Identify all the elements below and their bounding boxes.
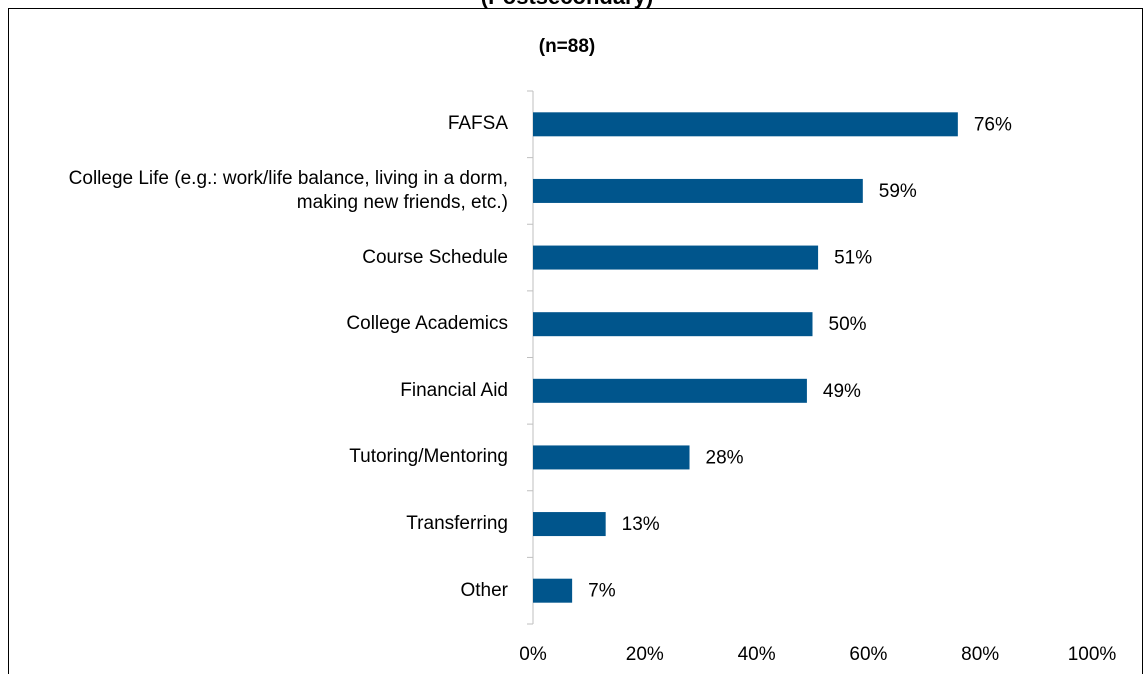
y-tick-label: College Academics: [346, 313, 508, 335]
x-tick-label: 20%: [626, 644, 664, 665]
x-tick-label: 60%: [849, 644, 887, 665]
title-backdrop: [380, 0, 760, 8]
value-label: 13%: [622, 514, 660, 535]
y-tick-label: Financial Aid: [400, 379, 508, 401]
y-tick-label: Course Schedule: [362, 246, 508, 268]
chart-title: (Postsecondary): [481, 0, 653, 9]
category-label-box: College Academics: [346, 313, 508, 335]
value-label: 59%: [879, 181, 917, 202]
bar: [533, 378, 807, 403]
value-label: 7%: [588, 581, 616, 602]
category-label-box: Course Schedule: [362, 246, 508, 268]
y-tick-label: Transferring: [406, 513, 508, 535]
value-label: 76%: [974, 114, 1012, 135]
category-label-box: College Life (e.g.: work/life balance, l…: [68, 167, 508, 213]
y-tick-label: Other: [460, 579, 508, 601]
y-tick-label: Tutoring/Mentoring: [349, 446, 508, 468]
x-tick-label: 80%: [961, 644, 999, 665]
value-label: 51%: [834, 248, 872, 269]
category-label-box: Other: [460, 579, 508, 601]
value-label: 49%: [823, 381, 861, 402]
bar: [533, 112, 958, 137]
bar: [533, 245, 819, 270]
value-label: 28%: [706, 447, 744, 468]
category-label-box: Financial Aid: [400, 379, 508, 401]
value-label: 50%: [829, 314, 867, 335]
category-label-box: FAFSA: [447, 113, 508, 135]
bar: [533, 445, 690, 470]
y-tick-label: FAFSA: [447, 113, 508, 135]
bar: [533, 578, 573, 603]
bar: [533, 178, 863, 203]
x-tick-label: 40%: [738, 644, 776, 665]
category-label-box: Transferring: [406, 513, 508, 535]
chart-subtitle: (n=88): [539, 36, 596, 57]
y-tick-label: College Life (e.g.: work/life balance, l…: [68, 167, 508, 213]
category-label-box: Tutoring/Mentoring: [349, 446, 508, 468]
bar: [533, 312, 813, 337]
x-tick-label: 100%: [1068, 644, 1117, 665]
frame: [8, 8, 1143, 674]
x-tick-label: 0%: [519, 644, 547, 665]
bar: [533, 512, 606, 537]
